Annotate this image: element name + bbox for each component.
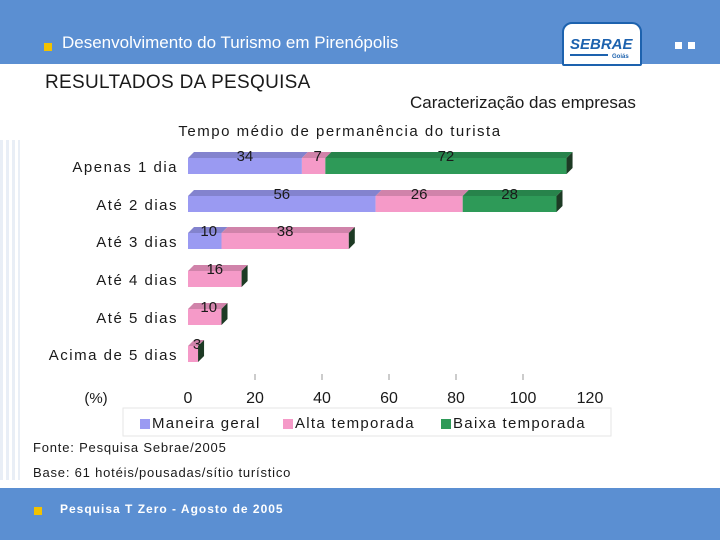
bar-top xyxy=(375,190,469,196)
data-label: 28 xyxy=(501,186,518,203)
bar-top xyxy=(188,303,228,309)
data-label: 7 xyxy=(313,148,321,165)
footer-bar: Pesquisa T Zero - Agosto de 2005 xyxy=(0,488,720,540)
bar xyxy=(188,158,302,174)
header-title: Desenvolvimento do Turismo em Pirenópoli… xyxy=(62,33,399,52)
bar xyxy=(188,196,376,212)
slide-subtitle: Caracterização das empresas xyxy=(410,93,636,112)
category-labels-group: Apenas 1 dia Até 2 dias Até 3 dias Até 4 di… xyxy=(49,159,178,364)
bar xyxy=(301,158,326,174)
source-note: Fonte: Pesquisa Sebrae/2005 xyxy=(33,440,227,455)
x-axis-label: (%) xyxy=(84,390,107,407)
tick-label: 80 xyxy=(447,390,465,407)
header-bar: Desenvolvimento do Turismo em Pirenópoli… xyxy=(0,0,720,66)
bar-top xyxy=(325,152,573,158)
data-label: 3 xyxy=(193,336,201,353)
bar-side xyxy=(241,265,248,287)
tick-label: 120 xyxy=(577,390,604,407)
bar-top xyxy=(188,265,248,271)
bar xyxy=(188,233,222,249)
category-label: Até 3 dias xyxy=(96,234,178,251)
tick-label: 40 xyxy=(313,390,331,407)
legend-box xyxy=(122,407,612,437)
bar-top xyxy=(301,152,332,158)
legend-label: Baixa temporada xyxy=(453,415,586,432)
data-label: 26 xyxy=(411,186,428,203)
bar xyxy=(188,309,222,325)
logo-underline xyxy=(570,54,608,56)
bar xyxy=(221,233,349,249)
legend-label: Alta temporada xyxy=(295,415,415,432)
legend-swatch xyxy=(441,419,451,429)
tick-label: 60 xyxy=(380,390,398,407)
category-label: Até 4 dias xyxy=(96,272,178,289)
section-title: RESULTADOS DA PESQUISA xyxy=(45,72,311,93)
x-ticks-group: 0 20 40 60 80 100 120 xyxy=(184,374,604,407)
data-label: 56 xyxy=(273,186,290,203)
legend-swatch xyxy=(140,419,150,429)
data-label: 10 xyxy=(200,223,217,240)
stay-duration-chart: Tempo médio de permanência do turista 34… xyxy=(26,110,612,439)
bar-top xyxy=(462,190,563,196)
bullet-square-icon xyxy=(44,43,52,51)
bar-top xyxy=(221,227,355,233)
data-label: 34 xyxy=(237,148,254,165)
tick-label: 100 xyxy=(510,390,537,407)
footer-text: Pesquisa T Zero - Agosto de 2005 xyxy=(60,502,284,516)
base-note: Base: 61 hotéis/pousadas/sítio turístico xyxy=(33,465,292,480)
bars-group: 34 7 72 56 26 28 10 38 16 10 3 xyxy=(188,148,573,362)
data-label: 72 xyxy=(438,148,455,165)
category-label: Apenas 1 dia xyxy=(72,159,178,176)
category-label: Até 2 dias xyxy=(96,197,178,214)
category-label: Acima de 5 dias xyxy=(49,347,178,364)
legend-swatch xyxy=(283,419,293,429)
bar xyxy=(188,346,199,362)
chart-title: Tempo médio de permanência do turista xyxy=(178,123,501,140)
legend-group: Maneira geral Alta temporada Baixa tempora… xyxy=(122,407,612,437)
data-label: 38 xyxy=(277,223,294,240)
bar-side xyxy=(198,340,205,362)
data-label: 16 xyxy=(206,261,223,278)
sebrae-logo: SEBRAE Goiás xyxy=(562,22,642,66)
data-label: 10 xyxy=(200,299,217,316)
bar xyxy=(375,196,463,212)
tick-label: 20 xyxy=(246,390,264,407)
bar-top xyxy=(188,152,308,158)
decor-square-icon xyxy=(675,42,682,49)
logo-text: SEBRAE xyxy=(570,36,633,53)
bar xyxy=(462,196,557,212)
logo-subtext: Goiás xyxy=(612,54,629,60)
bar-side xyxy=(556,190,563,212)
category-label: Até 5 dias xyxy=(96,310,178,327)
bullet-square-icon xyxy=(34,507,42,515)
bar-top xyxy=(188,340,205,346)
bar-top xyxy=(188,227,228,233)
bar xyxy=(188,271,242,287)
bar-side xyxy=(221,303,228,325)
tick-label: 0 xyxy=(184,390,193,407)
bar-side xyxy=(566,152,573,174)
bar-top xyxy=(188,190,382,196)
decor-square-icon xyxy=(688,42,695,49)
bar-side xyxy=(348,227,355,249)
decor-stripes xyxy=(0,140,20,480)
legend-label: Maneira geral xyxy=(152,415,261,432)
bar xyxy=(325,158,567,174)
